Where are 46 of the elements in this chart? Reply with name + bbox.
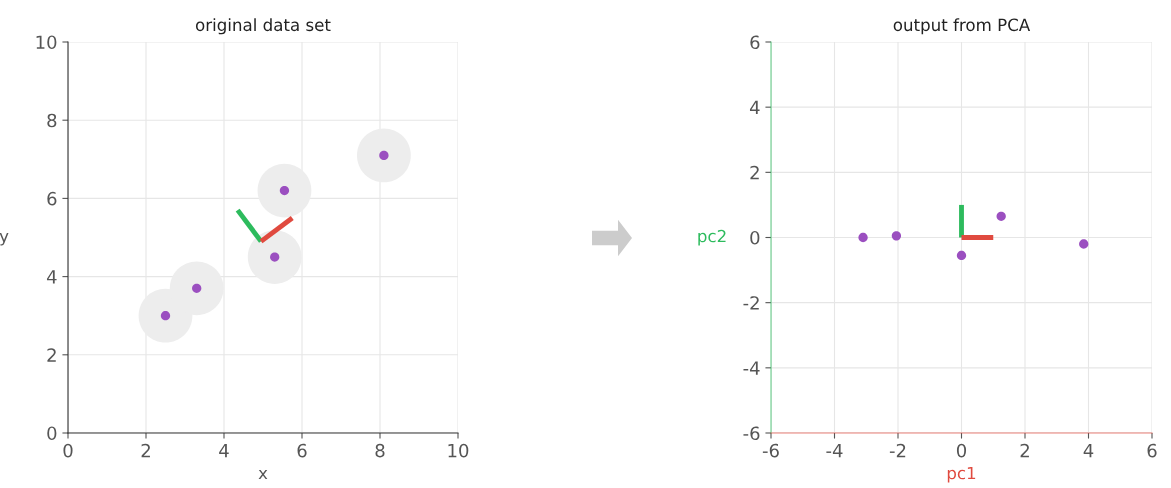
point	[279, 185, 290, 196]
point	[379, 150, 389, 161]
point	[1079, 239, 1089, 249]
point	[192, 283, 202, 293]
y-tick-label: 2	[47, 348, 56, 362]
x-axis-title: pc1	[947, 466, 976, 483]
x-tick-label: 2	[141, 443, 150, 458]
chart-title: original data set	[195, 18, 331, 35]
point	[996, 211, 1006, 221]
y-tick-label: 4	[46, 270, 57, 284]
x-axis-title: x	[258, 470, 268, 480]
point	[247, 230, 302, 284]
y-tick-label: -4	[743, 361, 760, 375]
y-tick-label: -2	[743, 296, 759, 310]
point	[257, 163, 312, 218]
x-tick-label: -2	[889, 443, 906, 458]
y-tick-label: 0	[47, 426, 57, 441]
y-tick-label: 4	[749, 100, 760, 115]
y-tick-label: -6	[743, 426, 760, 441]
point	[891, 231, 902, 241]
point	[956, 250, 967, 261]
y-tick-label: 10	[36, 35, 57, 50]
x-tick-label: -6	[762, 443, 779, 458]
x-tick-label: -4	[826, 443, 843, 458]
x-tick-label: 4	[219, 443, 229, 458]
point	[160, 311, 171, 321]
x-tick-label: 6	[297, 443, 307, 458]
y-tick-label: 6	[47, 191, 57, 206]
y-tick-label: 6	[750, 35, 760, 50]
point	[270, 252, 280, 262]
point	[858, 232, 868, 243]
x-tick-label: 2	[1020, 443, 1029, 458]
point	[357, 128, 411, 183]
y-tick-label: 0	[750, 230, 760, 245]
point	[169, 261, 224, 316]
x-tick-label: 4	[1083, 443, 1094, 458]
chart-title: output from PCA	[893, 18, 1031, 35]
y-tick-label: 8	[47, 113, 57, 128]
y-axis-title: y	[0, 232, 9, 246]
x-tick-label: 6	[1147, 443, 1157, 458]
x-tick-label: 0	[956, 443, 967, 458]
y-tick-label: 2	[750, 165, 759, 180]
x-tick-label: 0	[63, 443, 73, 458]
x-tick-label: 8	[375, 443, 385, 458]
x-tick-label: 10	[448, 443, 469, 458]
y-axis-title: pc2	[698, 229, 726, 246]
